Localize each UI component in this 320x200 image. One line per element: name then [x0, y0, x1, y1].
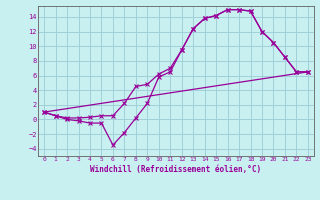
X-axis label: Windchill (Refroidissement éolien,°C): Windchill (Refroidissement éolien,°C): [91, 165, 261, 174]
